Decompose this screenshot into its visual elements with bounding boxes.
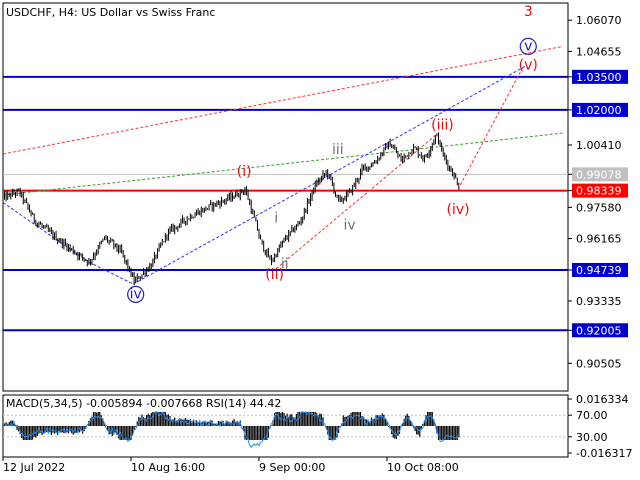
wave-circle-11 bbox=[127, 285, 145, 304]
price-tag-1.02000 bbox=[572, 102, 628, 117]
price-tag-label-1.02000: 1.02000 bbox=[576, 104, 622, 117]
time-tick-label-2: 9 Sep 00:00 bbox=[259, 461, 325, 474]
time-tick-label-3: 10 Oct 08:00 bbox=[387, 461, 459, 474]
price-tick-label-1.04655: 1.04655 bbox=[576, 45, 622, 58]
price-tag-1.03500 bbox=[572, 69, 628, 84]
price-tick-label-0.90505: 0.90505 bbox=[576, 357, 622, 370]
wave-label-8: ii bbox=[281, 257, 289, 273]
wave-label-10: (iv) bbox=[446, 202, 469, 218]
price-tick-label-0.97580: 0.97580 bbox=[576, 201, 622, 214]
wave-circle-1 bbox=[519, 37, 537, 55]
osc-tick-label-2: 30.00 bbox=[576, 431, 608, 444]
price-tick-label-1.00410: 1.00410 bbox=[576, 139, 622, 152]
price-tag-label-1.03500: 1.03500 bbox=[576, 71, 622, 84]
wave-label-3: (iii) bbox=[431, 117, 454, 133]
price-tag-label-0.92005: 0.92005 bbox=[576, 324, 622, 337]
time-axis: 12 Jul 2022 10 Aug 16:00 9 Sep 00:00 10 Oct… bbox=[2, 457, 459, 474]
trend-line-red-6 bbox=[459, 65, 525, 186]
price-axis: 1.06070 1.04655 1.03500 1.02000 1.00410 0.990… bbox=[568, 14, 628, 370]
candles bbox=[2, 132, 460, 286]
time-tick-label-0: 12 Jul 2022 bbox=[3, 461, 65, 474]
price-tag-label-0.99078: 0.99078 bbox=[576, 168, 622, 181]
price-tick-label-0.96165: 0.96165 bbox=[576, 233, 622, 246]
wave-label-5: (i) bbox=[237, 164, 252, 180]
price-tag-0.94739 bbox=[572, 262, 628, 277]
horizontal-levels bbox=[3, 75, 568, 332]
oscillator-label: MACD(5,34,5) -0.005894 -0.007668 RSI(14)… bbox=[6, 397, 281, 410]
chart-title: USDCHF, H4: US Dollar vs Swiss Franc bbox=[6, 6, 215, 19]
wave-label-4: iii bbox=[332, 142, 344, 158]
time-tick-label-1: 10 Aug 16:00 bbox=[131, 461, 205, 474]
wave-label-1: v bbox=[524, 38, 532, 54]
price-tag-label-0.98339: 0.98339 bbox=[576, 185, 622, 198]
rsi-line bbox=[3, 411, 460, 448]
oscillator: 0.016334 70.00 30.00 -0.016317 bbox=[2, 393, 632, 460]
price-tag-label-0.94739: 0.94739 bbox=[576, 264, 622, 277]
wave-label-0: 3 bbox=[524, 4, 533, 20]
trend-line-blue-3 bbox=[88, 261, 134, 285]
osc-tick-label-1: 70.00 bbox=[576, 409, 608, 422]
price-tag-0.92005 bbox=[572, 323, 628, 338]
wave-label-6: i bbox=[274, 210, 278, 226]
price-tick-label-1.06070: 1.06070 bbox=[576, 14, 622, 27]
trend-line-green-1 bbox=[3, 132, 563, 196]
price-tag-0.98339 bbox=[572, 183, 628, 198]
osc-tick-label-0: 0.016334 bbox=[576, 393, 629, 406]
price-tag-0.99078 bbox=[572, 167, 628, 182]
osc-tick-label-3: -0.016317 bbox=[576, 447, 632, 460]
wave-labels: 3 v (v) (iii) iii (i) i iv ii(ii) (iv) iv bbox=[127, 4, 538, 304]
wave-label-2: (v) bbox=[519, 57, 538, 73]
wave-label-9: (ii) bbox=[265, 267, 284, 283]
price-tick-label-0.93335: 0.93335 bbox=[576, 295, 622, 308]
wave-label-7: iv bbox=[343, 217, 355, 233]
wave-label-11: iv bbox=[130, 286, 142, 302]
